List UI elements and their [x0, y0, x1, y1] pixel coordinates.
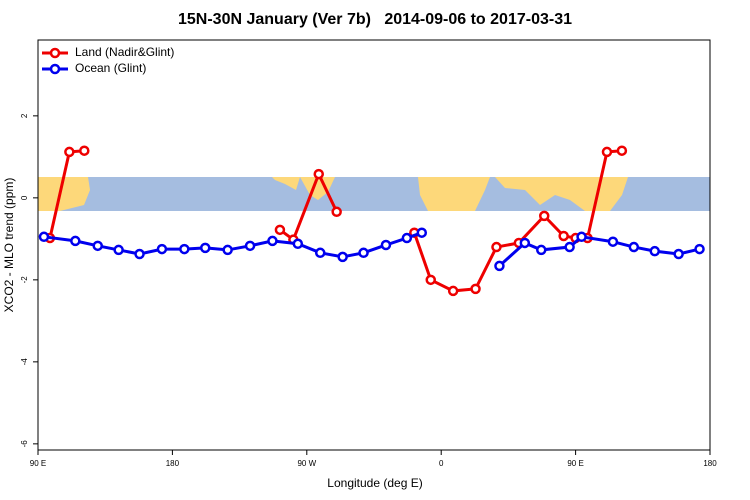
series-line — [43, 231, 700, 268]
data-point — [470, 283, 481, 295]
data-point — [244, 240, 256, 252]
y-tick-label: -4 — [20, 358, 29, 366]
data-point — [494, 260, 505, 272]
data-point — [179, 243, 190, 255]
data-point — [673, 248, 684, 260]
data-point — [313, 168, 324, 180]
data-point — [156, 243, 168, 255]
chart-title: 15N-30N January (Ver 7b) 2014-09-06 to 2… — [178, 11, 572, 28]
data-point — [628, 241, 640, 253]
data-point — [267, 235, 278, 247]
x-tick-label: 90 E — [30, 459, 46, 468]
data-point — [564, 241, 575, 253]
data-point — [134, 248, 145, 260]
data-point — [380, 239, 392, 251]
data-point — [70, 235, 81, 247]
data-point — [694, 243, 705, 255]
x-axis-label: Longitude (deg E) — [327, 476, 422, 490]
data-point — [558, 230, 569, 242]
x-tick-label: 90 E — [567, 459, 583, 468]
y-tick-label: 2 — [20, 113, 29, 118]
x-tick-label: 90 W — [297, 459, 316, 468]
x-tick-label: 180 — [166, 459, 180, 468]
x-tick-label: 180 — [703, 459, 717, 468]
data-point — [538, 210, 550, 222]
data-point — [447, 285, 459, 297]
data-point — [536, 244, 547, 256]
data-point — [331, 206, 342, 218]
data-point — [337, 251, 348, 263]
data-point — [292, 238, 304, 250]
data-point — [519, 237, 531, 249]
data-point — [616, 145, 628, 156]
data-point — [314, 247, 326, 259]
data-point — [64, 146, 75, 158]
data-point — [38, 231, 50, 243]
series-line — [48, 149, 623, 293]
data-point — [274, 224, 286, 236]
plot-frame — [37, 39, 711, 451]
data-point — [200, 242, 211, 254]
data-point — [425, 274, 436, 286]
map-band — [38, 177, 710, 211]
y-axis-label: XCO2 - MLO trend (ppm) — [2, 178, 16, 313]
data-point — [401, 232, 413, 244]
data-point — [92, 240, 103, 252]
y-tick-label: -2 — [20, 276, 29, 284]
x-tick-label: 0 — [439, 459, 444, 468]
legend-label: Ocean (Glint) — [75, 61, 146, 75]
data-point — [79, 145, 90, 156]
data-point — [491, 241, 502, 253]
data-point — [358, 247, 369, 259]
data-point — [576, 231, 587, 243]
data-point — [222, 244, 233, 256]
data-point — [649, 245, 660, 257]
data-point — [416, 227, 428, 238]
y-tick-label: -6 — [20, 440, 29, 448]
legend-label: Land (Nadir&Glint) — [75, 45, 174, 59]
legend-marker — [49, 47, 61, 59]
data-point — [601, 146, 613, 158]
data-point — [607, 236, 619, 247]
data-point — [113, 244, 124, 256]
y-tick-label: 0 — [20, 195, 29, 200]
legend-marker — [49, 63, 61, 75]
